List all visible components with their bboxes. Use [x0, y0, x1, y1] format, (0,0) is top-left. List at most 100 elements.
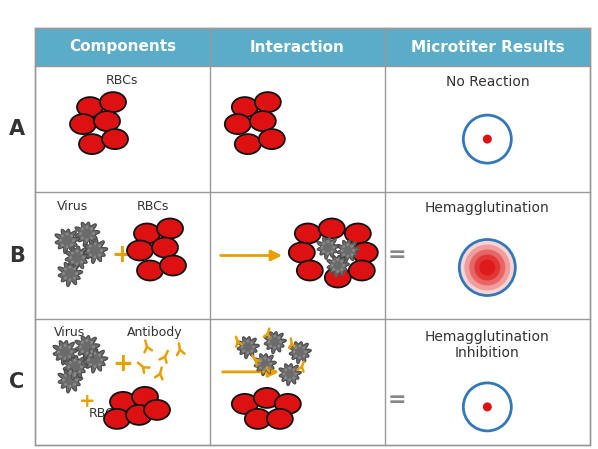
Circle shape: [70, 244, 73, 247]
Circle shape: [292, 350, 295, 353]
Text: Interaction: Interaction: [250, 40, 344, 54]
Circle shape: [93, 242, 96, 246]
Circle shape: [331, 250, 334, 253]
Circle shape: [342, 245, 345, 248]
Circle shape: [61, 244, 64, 247]
Circle shape: [321, 246, 324, 249]
Circle shape: [87, 249, 90, 252]
Circle shape: [327, 252, 329, 255]
Circle shape: [277, 336, 280, 339]
Circle shape: [284, 368, 287, 371]
Circle shape: [332, 268, 335, 271]
Circle shape: [346, 255, 349, 258]
Circle shape: [258, 362, 261, 365]
Ellipse shape: [100, 92, 126, 112]
Polygon shape: [289, 342, 311, 364]
Ellipse shape: [70, 114, 96, 134]
Ellipse shape: [94, 111, 120, 131]
Circle shape: [59, 355, 62, 358]
Circle shape: [252, 345, 255, 348]
Circle shape: [242, 349, 245, 352]
Circle shape: [69, 265, 72, 269]
Ellipse shape: [297, 260, 323, 281]
Polygon shape: [279, 364, 301, 386]
Circle shape: [340, 260, 343, 263]
Circle shape: [267, 366, 270, 370]
Circle shape: [352, 249, 355, 252]
Circle shape: [72, 239, 75, 242]
Circle shape: [288, 366, 291, 370]
Circle shape: [64, 277, 67, 280]
Text: Microtiter Results: Microtiter Results: [410, 40, 564, 54]
Circle shape: [59, 346, 62, 349]
Ellipse shape: [349, 260, 375, 281]
Polygon shape: [58, 369, 83, 393]
Circle shape: [298, 344, 301, 348]
Circle shape: [98, 244, 101, 247]
Polygon shape: [58, 262, 83, 286]
Circle shape: [90, 350, 93, 353]
Polygon shape: [83, 239, 108, 264]
Circle shape: [75, 263, 78, 265]
Circle shape: [86, 225, 89, 229]
Circle shape: [63, 344, 66, 347]
Polygon shape: [53, 341, 78, 365]
Circle shape: [80, 365, 83, 368]
Circle shape: [459, 239, 515, 295]
Circle shape: [81, 237, 84, 240]
Text: =: =: [388, 246, 406, 265]
Polygon shape: [254, 354, 276, 375]
Circle shape: [80, 260, 83, 264]
Circle shape: [93, 255, 96, 259]
Circle shape: [340, 268, 343, 271]
Text: Hemagglutination: Hemagglutination: [425, 201, 550, 215]
Circle shape: [242, 341, 245, 344]
Circle shape: [92, 345, 95, 348]
Circle shape: [93, 365, 96, 368]
Circle shape: [269, 362, 272, 365]
Polygon shape: [237, 337, 259, 358]
Circle shape: [69, 361, 72, 364]
Polygon shape: [75, 336, 100, 360]
Ellipse shape: [132, 387, 158, 407]
Circle shape: [288, 378, 291, 381]
Ellipse shape: [255, 92, 281, 112]
Polygon shape: [264, 332, 286, 353]
Ellipse shape: [102, 129, 128, 149]
Text: Virus: Virus: [54, 326, 86, 339]
Circle shape: [340, 249, 343, 252]
Polygon shape: [55, 229, 80, 253]
Circle shape: [246, 339, 249, 343]
Ellipse shape: [235, 134, 261, 154]
Text: A: A: [9, 119, 25, 139]
Circle shape: [331, 264, 334, 267]
Circle shape: [322, 250, 325, 253]
Circle shape: [59, 239, 62, 242]
Ellipse shape: [134, 224, 160, 243]
Circle shape: [73, 268, 76, 270]
Circle shape: [66, 246, 69, 248]
Circle shape: [469, 250, 505, 286]
Circle shape: [89, 244, 92, 247]
Circle shape: [64, 383, 67, 386]
Circle shape: [79, 232, 82, 235]
Circle shape: [350, 253, 353, 256]
Circle shape: [69, 372, 72, 375]
Circle shape: [263, 368, 266, 371]
Ellipse shape: [319, 219, 345, 238]
Circle shape: [303, 355, 306, 357]
Circle shape: [336, 258, 339, 261]
Ellipse shape: [245, 409, 271, 429]
Text: +: +: [112, 243, 132, 268]
Circle shape: [86, 238, 89, 242]
Circle shape: [71, 260, 74, 264]
Circle shape: [82, 256, 85, 259]
Ellipse shape: [137, 260, 163, 281]
Polygon shape: [75, 222, 100, 247]
Text: C: C: [10, 372, 25, 392]
Circle shape: [68, 355, 71, 358]
Circle shape: [70, 350, 73, 353]
Circle shape: [78, 370, 81, 373]
Circle shape: [57, 350, 60, 353]
Circle shape: [71, 251, 74, 255]
